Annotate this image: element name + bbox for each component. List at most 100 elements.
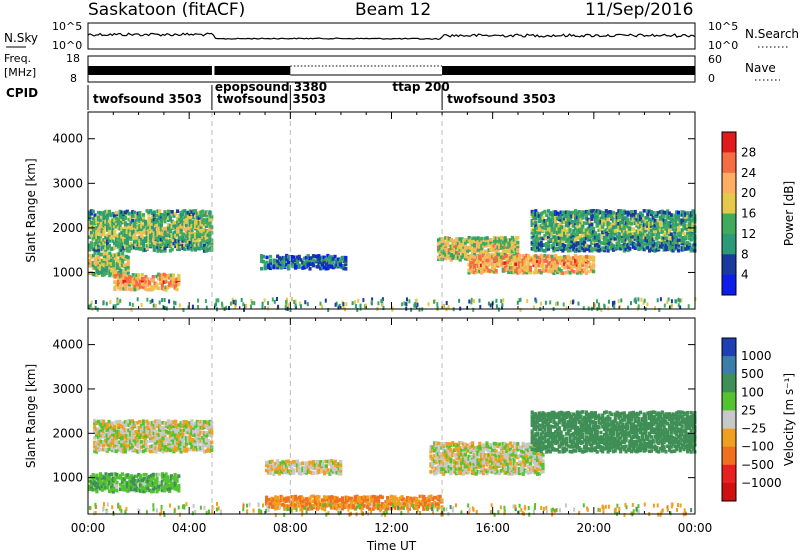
- echo-cell: [566, 237, 570, 241]
- echo-cell: [303, 470, 307, 475]
- echo-cell: [675, 243, 679, 248]
- echo-cell: [88, 213, 92, 218]
- echo-cell: [532, 247, 536, 252]
- echo-cell: [283, 259, 287, 264]
- echo-cell: [326, 470, 330, 474]
- echo-cell: [193, 445, 198, 449]
- echo-cell: [152, 222, 156, 226]
- echo-cell: [339, 472, 343, 476]
- echo-cell: [104, 268, 108, 272]
- echo-cell: [109, 431, 113, 436]
- echo-cell: [619, 223, 623, 228]
- y-tick-label-0: 1000: [52, 265, 83, 279]
- echo-cell: [134, 429, 138, 434]
- echo-cell: [644, 236, 648, 240]
- echo-cell: [151, 484, 155, 489]
- echo-cell: [599, 210, 603, 215]
- echo-cell: [112, 437, 117, 441]
- ground-scatter-cell: [518, 298, 521, 303]
- echo-cell: [139, 445, 144, 449]
- ground-scatter-cell: [250, 304, 252, 309]
- echo-cell: [671, 237, 675, 242]
- echo-cell: [597, 228, 601, 233]
- echo-cell: [114, 449, 118, 454]
- echo-cell: [142, 476, 146, 481]
- echo-cell: [328, 260, 332, 265]
- echo-cell: [113, 256, 117, 261]
- echo-cell: [398, 496, 402, 501]
- echo-cell: [201, 229, 205, 234]
- echo-cell: [151, 489, 155, 494]
- echo-cell: [166, 422, 171, 426]
- echo-cell: [118, 224, 122, 228]
- noise-panel-frame: [87, 22, 696, 50]
- echo-cell: [150, 430, 154, 435]
- echo-cell: [186, 245, 190, 250]
- echo-cell: [157, 442, 162, 447]
- echo-cell: [646, 215, 650, 220]
- echo-cell: [552, 248, 556, 253]
- echo-cell: [146, 277, 150, 281]
- echo-cell: [120, 480, 124, 484]
- echo-cell: [427, 497, 431, 502]
- echo-cell: [267, 263, 271, 268]
- echo-cell: [471, 252, 475, 257]
- echo-cell: [579, 245, 583, 250]
- echo-cell: [130, 423, 135, 427]
- ground-scatter-cell: [197, 298, 200, 303]
- echo-cell: [149, 479, 154, 483]
- echo-cell: [93, 425, 97, 430]
- echo-cell: [398, 502, 402, 506]
- echo-cell: [452, 459, 457, 463]
- echo-cell: [151, 275, 155, 279]
- echo-cell: [514, 240, 518, 244]
- echo-cell: [143, 426, 147, 430]
- echo-cell: [97, 248, 101, 252]
- echo-cell: [615, 223, 619, 227]
- echo-cell: [152, 248, 156, 252]
- echo-cell: [583, 255, 587, 260]
- echo-cell: [126, 283, 130, 287]
- echo-cell: [440, 253, 444, 257]
- echo-cell: [548, 225, 552, 229]
- echo-cell: [201, 445, 205, 449]
- echo-cell: [550, 270, 554, 274]
- echo-cell: [123, 210, 128, 215]
- echo-cell: [136, 425, 140, 430]
- echo-cell: [530, 235, 534, 240]
- echo-cell: [505, 257, 509, 262]
- echo-cell: [335, 471, 339, 475]
- echo-cell: [310, 460, 314, 465]
- echo-cell: [494, 239, 498, 243]
- echo-cell: [142, 277, 146, 281]
- echo-cell: [279, 494, 283, 499]
- echo-cell: [442, 254, 446, 258]
- echo-cell: [552, 235, 556, 239]
- echo-cell: [157, 286, 161, 291]
- echo-cell: [89, 233, 93, 237]
- echo-cell: [114, 238, 119, 243]
- echo-cell: [673, 213, 677, 218]
- echo-cell: [564, 263, 569, 268]
- echo-cell: [100, 443, 104, 448]
- echo-cell: [186, 218, 190, 222]
- echo-cell: [317, 495, 321, 499]
- ground-scatter-cell: [468, 299, 471, 304]
- echo-cell: [637, 236, 641, 240]
- echo-cell: [552, 271, 556, 276]
- echo-cell: [642, 229, 646, 233]
- echo-cell: [559, 229, 563, 234]
- echo-cell: [630, 240, 634, 245]
- echo-cell: [503, 254, 507, 259]
- echo-cell: [351, 503, 355, 508]
- echo-cell: [163, 232, 167, 237]
- echo-cell: [490, 262, 495, 267]
- echo-cell: [98, 236, 102, 240]
- echo-cell: [107, 443, 111, 447]
- echo-cell: [115, 263, 119, 267]
- echo-cell: [590, 246, 594, 251]
- echo-cell: [306, 501, 310, 505]
- echo-cell: [192, 223, 196, 227]
- echo-cell: [115, 480, 119, 485]
- echo-cell: [451, 256, 455, 260]
